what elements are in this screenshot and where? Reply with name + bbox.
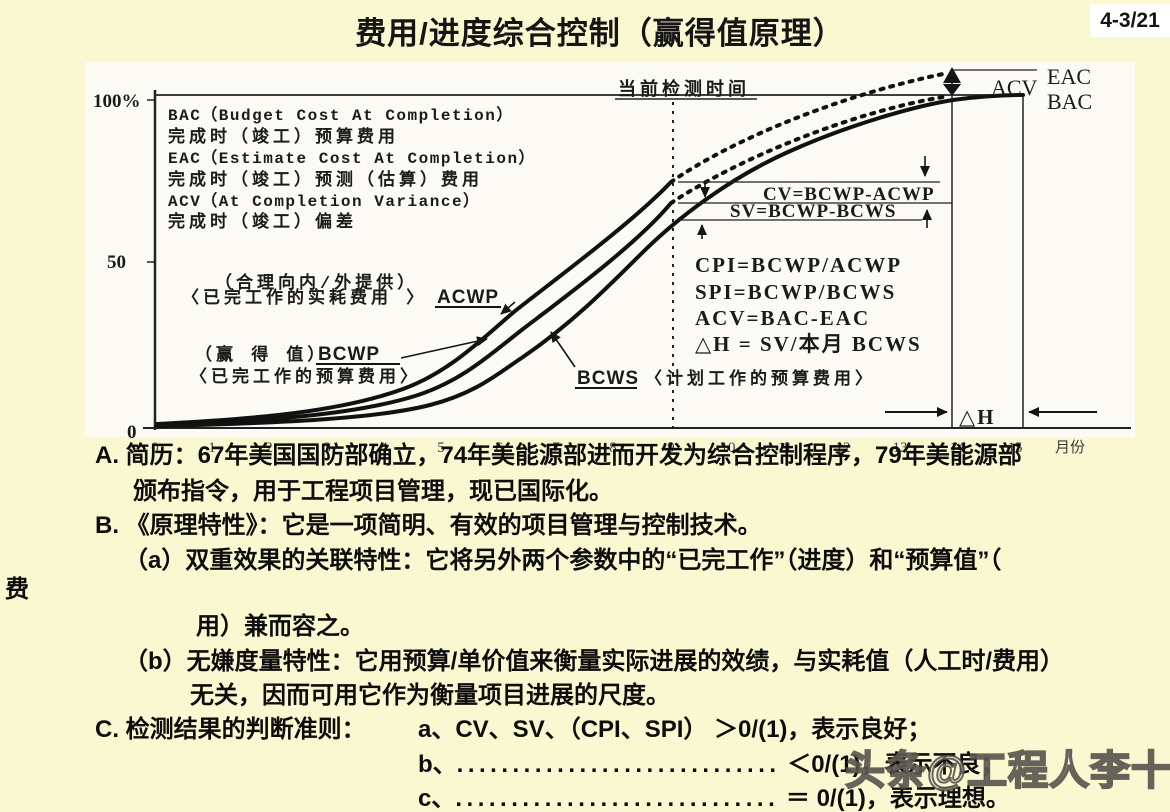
body-c-head: C. 检测结果的判断准则： <box>95 716 366 743</box>
rule-c-dots: ............................. <box>455 785 780 812</box>
bcwp-forecast-dotted-curve <box>669 95 945 205</box>
bcws-label: BCWS <box>577 368 639 389</box>
watermark: 头条@工程人李十一 <box>844 748 1170 794</box>
body-c-rule-c: c、............................. ＝ 0/(1)，… <box>418 784 1010 812</box>
x-tick: 9 <box>667 440 675 456</box>
acwp-forecast-dotted-curve <box>669 72 945 184</box>
page-number-badge: 4-3/21 <box>1090 4 1170 37</box>
body-a-line1: A. 简历：67年美国国防部确立，74年美能源部进而开发为综合控制程序，79年美… <box>95 442 1022 469</box>
bcwp-curve <box>155 201 673 427</box>
x-tick: 5 <box>437 440 445 456</box>
acv-down-arrow <box>943 84 961 96</box>
x-tick: 6 <box>495 440 503 456</box>
y-label-50: 50 <box>107 252 126 273</box>
x-axis-ticks: 0 1 2 3 4 5 6 7 8 9 10 11 12 13 14 15 月份 <box>151 439 1085 456</box>
legend-block: BAC（Budget Cost At Completion） 完成时（竣工）预算… <box>168 106 536 233</box>
body-b-line: B. 《原理特性》：它是一项简明、有效的项目管理与控制技术。 <box>95 512 762 539</box>
acwp-label: ACWP <box>437 287 499 308</box>
x-tick: 11 <box>778 440 792 456</box>
acwp-desc: 〈已完工作的实耗费用 〉 <box>182 287 427 309</box>
bcwp-note: （赢 得 值） <box>195 344 328 366</box>
chart-frame <box>143 69 1131 430</box>
bcwp-label: BCWP <box>318 344 380 365</box>
eac-up-arrow <box>943 67 961 83</box>
x-tick: 13 <box>893 440 908 456</box>
legend-line: 完成时（竣工）偏差 <box>168 211 357 233</box>
bcwp-callout-arrow <box>400 336 488 359</box>
page-title: 费用/进度综合控制（赢得值原理） <box>355 16 845 51</box>
rule-b-suffix: ＜0/(1)，表示不良； <box>780 751 1005 778</box>
body-a-line2: 颁布指令，用于工程项目管理，现已国际化。 <box>133 478 613 505</box>
current-time-label: 当前检测时间 <box>618 78 750 100</box>
x-tick: 12 <box>836 440 851 456</box>
y-label-100: 100% <box>93 91 141 112</box>
cv-formula: CV=BCWP-ACWP <box>763 184 935 205</box>
delta-h-label: △H <box>959 405 995 429</box>
body-bb-line1: （b）无嫌度量特性：它用预算/单价值来衡量实际进展的效绩，与实耗值（人工时/费用… <box>124 648 1064 675</box>
x-tick: 4 <box>380 440 388 456</box>
body-c-rule-a: a、CV、SV、（CPI、SPI） ＞0/(1)，表示良好； <box>418 716 932 743</box>
bcws-curve <box>155 93 1025 428</box>
bac-label: BAC <box>1047 89 1092 114</box>
acwp-callout-arrow <box>500 301 516 315</box>
evm-chart: 100% 50 0 0 1 2 3 4 5 6 7 8 9 10 11 12 1… <box>85 62 1135 456</box>
x-tick: 8 <box>609 440 617 456</box>
formula-cpi: CPI=BCWP/ACWP <box>695 253 902 277</box>
eac-label: EAC <box>1047 64 1091 89</box>
legend-line: ACV（At Completion Variance） <box>168 192 481 211</box>
x-tick: 0 <box>151 440 159 456</box>
body-bb-line2: 无关，因而可用它作为衡量项目进展的尺度。 <box>190 682 670 709</box>
rule-c-prefix: c、 <box>418 785 456 812</box>
formula-spi: SPI=BCWP/BCWS <box>695 280 896 304</box>
legend-line: BAC（Budget Cost At Completion） <box>168 106 514 125</box>
legend-line: EAC（Estimate Cost At Completion） <box>168 149 536 168</box>
body-ba-line1: （a）双重效果的关联特性：它将另外两个参数中的“已完工作”（进度）和“预算值”（ <box>124 547 1002 574</box>
x-tick: 7 <box>552 440 560 456</box>
rule-b-dots: ............................. <box>456 751 781 778</box>
formula-delta-h: △H = SV/本月 BCWS <box>695 332 922 356</box>
formula-acv: ACV=BAC-EAC <box>695 306 870 330</box>
bcws-callout-arrow <box>550 331 576 368</box>
legend-line: 完成时（竣工）预测（估算）费用 <box>168 169 483 191</box>
y-label-0: 0 <box>127 422 137 443</box>
rule-b-prefix: b、 <box>418 751 457 778</box>
legend-line: 完成时（竣工）预算费用 <box>168 126 399 148</box>
x-tick: 14 <box>950 440 966 456</box>
evm-chart-svg: 100% 50 0 0 1 2 3 4 5 6 7 8 9 10 11 12 1… <box>93 64 1131 456</box>
body-c-rule-b: b、............................. ＜0/(1)，表… <box>418 750 1005 780</box>
rule-c-suffix: ＝ 0/(1)，表示理想。 <box>779 785 1010 812</box>
acwp-note: （合理向内/外提供） <box>215 272 418 294</box>
x-tick: 10 <box>721 440 736 456</box>
acv-label: ACV <box>991 75 1038 100</box>
bcws-desc: 〈计划工作的预算费用〉 <box>645 368 876 390</box>
bcwp-desc: 〈已完工作的预算费用〉 <box>190 366 421 388</box>
body-ba-line2: 用）兼而容之。 <box>196 613 364 640</box>
formula-block: CPI=BCWP/ACWP SPI=BCWP/BCWS ACV=BAC-EAC … <box>695 253 922 356</box>
acwp-curve <box>155 180 673 426</box>
x-tick: 15 <box>1008 440 1023 456</box>
sv-formula: SV=BCWP-BCWS <box>730 201 896 222</box>
x-tick: 2 <box>265 440 273 456</box>
x-tick: 3 <box>323 440 331 456</box>
body-ba-wrap-char: 费 <box>5 576 29 603</box>
x-tick: 1 <box>208 440 216 456</box>
x-axis-unit: 月份 <box>1055 439 1085 456</box>
